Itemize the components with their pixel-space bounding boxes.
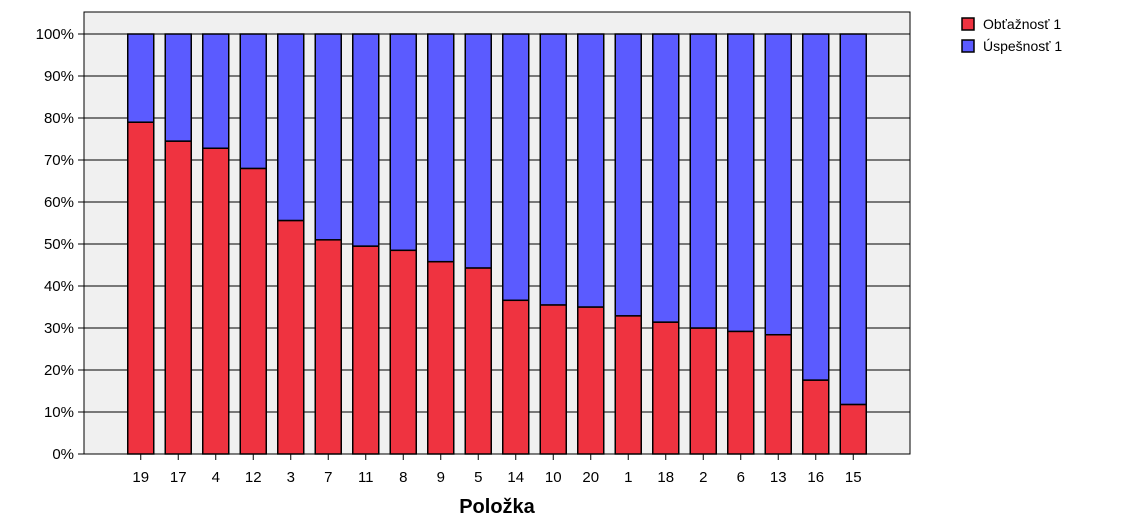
- x-tick-label: 10: [545, 469, 562, 486]
- bar-segment-uspesnost: [239, 33, 267, 170]
- x-axis-title: Položka: [459, 496, 535, 518]
- legend: Obťažnosť 1 Úspešnosť 1: [961, 16, 1062, 54]
- y-tick-label: 90%: [44, 68, 74, 85]
- x-tick-label: 16: [807, 469, 824, 486]
- bar-segment-obtaznost: [839, 403, 867, 455]
- bar-segment-uspesnost: [539, 33, 567, 306]
- x-tick-label: 20: [582, 469, 599, 486]
- bar-segment-obtaznost: [727, 330, 755, 455]
- bar-segment-obtaznost: [464, 267, 492, 455]
- y-tick-label: 50%: [44, 236, 74, 253]
- bar-segment-obtaznost: [802, 379, 830, 455]
- bar-segment-uspesnost: [689, 33, 717, 329]
- bar-segment-obtaznost: [239, 167, 267, 455]
- bar-segment-obtaznost: [764, 333, 792, 455]
- bar-segment-uspesnost: [389, 33, 417, 252]
- bar-segment-obtaznost: [427, 260, 455, 455]
- x-tick-label: 3: [287, 469, 295, 486]
- bar-segment-uspesnost: [464, 33, 492, 269]
- x-tick-label: 14: [507, 469, 524, 486]
- y-tick-label: 10%: [44, 404, 74, 421]
- x-tick-label: 11: [358, 469, 374, 486]
- x-tick-label: 9: [437, 469, 445, 486]
- bar-segment-uspesnost: [202, 33, 230, 149]
- bar-segment-obtaznost: [614, 315, 642, 455]
- bar-segment-obtaznost: [352, 245, 380, 455]
- y-tick-label: 40%: [44, 278, 74, 295]
- bar-segment-uspesnost: [314, 33, 342, 241]
- x-tick-label: 1: [624, 469, 632, 486]
- bar-segment-uspesnost: [164, 33, 192, 142]
- x-tick-label: 2: [699, 469, 707, 486]
- y-tick-label: 0%: [52, 446, 74, 463]
- bar-segment-obtaznost: [502, 299, 530, 455]
- x-tick-label: 7: [324, 469, 332, 486]
- x-axis-ticks: 19 17 4 12 3 7 11 8 9 5 14 10 20 1 18 2 6 13 16 15: [132, 454, 862, 486]
- x-tick-label: 4: [212, 469, 220, 486]
- legend-swatch: [961, 17, 975, 31]
- y-tick-label: 30%: [44, 320, 74, 337]
- bar-segment-obtaznost: [652, 321, 680, 455]
- bar-segment-obtaznost: [314, 239, 342, 455]
- bar-segment-obtaznost: [539, 304, 567, 455]
- bar-segment-obtaznost: [689, 327, 717, 455]
- x-tick-label: 18: [657, 469, 674, 486]
- x-tick-label: 6: [737, 469, 745, 486]
- bar-segment-uspesnost: [652, 33, 680, 323]
- bar-segment-obtaznost: [127, 121, 155, 455]
- bar-segment-obtaznost: [577, 306, 605, 455]
- y-tick-label: 70%: [44, 152, 74, 169]
- y-tick-label: 20%: [44, 362, 74, 379]
- y-tick-label: 60%: [44, 194, 74, 211]
- x-tick-label: 15: [845, 469, 862, 486]
- bar-segment-uspesnost: [427, 33, 455, 263]
- bar-segment-obtaznost: [202, 147, 230, 455]
- legend-label: Úspešnosť 1: [983, 38, 1062, 54]
- x-tick-label: 19: [132, 469, 149, 486]
- bar-segment-uspesnost: [277, 33, 305, 222]
- bar-segment-uspesnost: [614, 33, 642, 317]
- legend-swatch: [961, 39, 975, 53]
- x-tick-label: 5: [474, 469, 482, 486]
- x-tick-label: 13: [770, 469, 787, 486]
- bar-segment-obtaznost: [389, 249, 417, 455]
- bar-segment-uspesnost: [802, 33, 830, 381]
- bar-segment-uspesnost: [839, 33, 867, 406]
- x-tick-label: 8: [399, 469, 407, 486]
- legend-label: Obťažnosť 1: [983, 16, 1061, 32]
- y-tick-label: 100%: [36, 26, 74, 43]
- bar-segment-obtaznost: [164, 140, 192, 455]
- y-axis-ticks: 0% 10% 20% 30% 40% 50% 60% 70% 80% 90% 100%: [36, 26, 84, 463]
- x-tick-label: 12: [245, 469, 262, 486]
- bar-segment-uspesnost: [127, 33, 155, 123]
- y-tick-label: 80%: [44, 110, 74, 127]
- bar-segment-uspesnost: [577, 33, 605, 308]
- bar-segment-uspesnost: [502, 33, 530, 302]
- bar-segment-uspesnost: [352, 33, 380, 247]
- bar-segment-obtaznost: [277, 219, 305, 455]
- x-tick-label: 17: [170, 469, 187, 486]
- bar-segment-uspesnost: [764, 33, 792, 336]
- bar-segment-uspesnost: [727, 33, 755, 333]
